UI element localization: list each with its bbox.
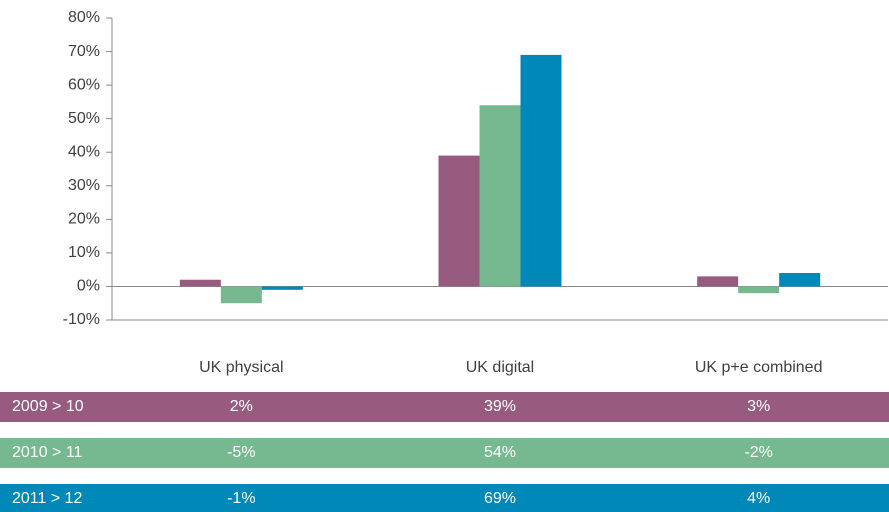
y-tick-label: 20% [68, 211, 100, 228]
bar [179, 279, 221, 287]
y-tick-label: 30% [68, 177, 100, 194]
y-tick-label: 80% [68, 9, 100, 26]
bar [738, 286, 780, 294]
data-label: 3% [747, 398, 770, 415]
data-label: 2% [230, 398, 253, 415]
bar [520, 54, 562, 287]
y-tick-label: 70% [68, 43, 100, 60]
data-label: 54% [484, 444, 516, 461]
data-label: 69% [484, 490, 516, 507]
bar [479, 105, 521, 287]
data-label: 4% [747, 490, 770, 507]
y-tick-label: 50% [68, 110, 100, 127]
table-row [0, 392, 889, 422]
x-tick-label: UK physical [199, 359, 283, 376]
bar [261, 286, 303, 290]
y-tick-label: 0% [77, 278, 100, 295]
x-tick-label: UK digital [466, 359, 534, 376]
y-tick-label: 40% [68, 143, 100, 160]
bar [220, 286, 262, 304]
x-tick-label: UK p+e combined [695, 359, 823, 376]
bar [697, 276, 739, 287]
data-label: 39% [484, 398, 516, 415]
y-tick-label: -10% [63, 311, 100, 328]
table-row [0, 484, 889, 512]
data-label: -1% [227, 490, 255, 507]
legend-label: 2009 > 10 [12, 398, 84, 415]
bar [779, 273, 821, 287]
y-tick-label: 10% [68, 244, 100, 261]
data-label: -5% [227, 444, 255, 461]
legend-label: 2011 > 12 [12, 490, 83, 507]
bar [438, 155, 480, 287]
legend-label: 2010 > 11 [12, 444, 83, 461]
table-row [0, 438, 889, 468]
data-label: -2% [744, 444, 772, 461]
y-tick-label: 60% [68, 76, 100, 93]
